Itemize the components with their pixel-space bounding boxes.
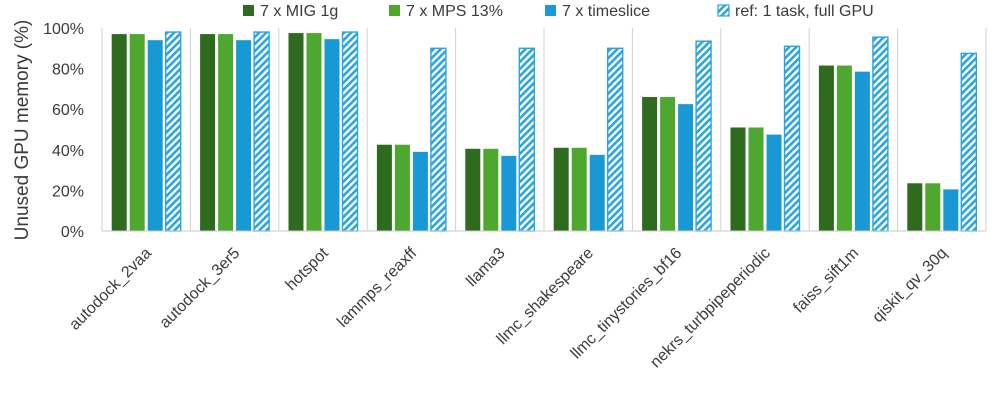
plot-area: 0% 20% 40% 60% 80% 100% autodock_2vaa autodock_… (43, 21, 987, 371)
y-tick-label: 100% (43, 21, 84, 38)
legend-label: 7 x MPS 13% (406, 3, 503, 20)
bar-ref-1-task-full-gpu-faiss-sift1m (872, 36, 889, 232)
x-tick-label: lammps_reaxff (334, 244, 420, 330)
legend-swatch-7-x-mps-13 (389, 5, 400, 16)
x-tick-label: autodock_3er5 (157, 245, 244, 332)
bar-7-x-mig-1g-autodock-2vaa (111, 34, 127, 232)
bar-ref-1-task-full-gpu-llmc-shakespeare (607, 47, 624, 232)
legend-label: 7 x MIG 1g (260, 3, 338, 20)
bar-7-x-mps-13-autodock-3er5 (218, 34, 234, 232)
bar-7-x-mig-1g-llmc-shakespeare (553, 147, 569, 231)
y-tick-label: 20% (52, 183, 84, 200)
bar-7-x-timeslice-llmc-tinystories-bf16 (678, 104, 694, 231)
bar-7-x-mps-13-lammps-reaxff (394, 144, 410, 231)
legend-swatch-7-x-mig-1g (243, 5, 254, 16)
bar-7-x-mig-1g-hotspot (288, 33, 304, 232)
bar-7-x-timeslice-llmc-shakespeare (589, 154, 605, 231)
legend-label: ref: 1 task, full GPU (735, 3, 874, 20)
bar-7-x-mig-1g-faiss-sift1m (818, 65, 834, 232)
bar-7-x-mps-13-autodock-2vaa (129, 34, 145, 232)
y-tick-label: 80% (52, 62, 84, 79)
bar-7-x-mig-1g-llama3 (465, 148, 481, 231)
bar-7-x-timeslice-qiskit-qv-30q (943, 189, 959, 231)
bar-ref-1-task-full-gpu-lammps-reaxff (430, 47, 447, 232)
bar-ref-1-task-full-gpu-autodock-2vaa (164, 31, 182, 232)
bar-7-x-mig-1g-lammps-reaxff (376, 144, 392, 231)
bar-7-x-mps-13-nekrs-turbpipeperiodic (748, 127, 764, 231)
legend-label: 7 x timeslice (562, 3, 650, 20)
bar-7-x-timeslice-nekrs-turbpipeperiodic (766, 134, 782, 231)
bar-7-x-mps-13-llmc-tinystories-bf16 (660, 97, 676, 232)
bar-7-x-timeslice-faiss-sift1m (854, 71, 870, 232)
bar-ref-1-task-full-gpu-llmc-tinystories-bf16 (695, 40, 712, 232)
bar-7-x-timeslice-llama3 (501, 155, 517, 231)
bar-7-x-mig-1g-nekrs-turbpipeperiodic (730, 127, 746, 231)
bar-ref-1-task-full-gpu-autodock-3er5 (253, 31, 270, 232)
bar-ref-1-task-full-gpu-hotspot (341, 31, 359, 232)
x-tick-label: faiss_sift1m (790, 245, 862, 317)
y-tick-label: 40% (52, 143, 84, 160)
bar-7-x-timeslice-autodock-3er5 (236, 40, 252, 232)
x-tick-label: qiskit_qv_30q (869, 245, 950, 326)
bar-7-x-mig-1g-qiskit-qv-30q (907, 183, 923, 231)
legend-swatch-7-x-timeslice (545, 5, 556, 16)
y-axis-title: Unused GPU memory (%) (12, 20, 33, 241)
bar-ref-1-task-full-gpu-nekrs-turbpipeperiodic (783, 45, 801, 232)
legend-swatch-ref-1-task-full-gpu (717, 4, 730, 17)
bar-7-x-mig-1g-llmc-tinystories-bf16 (642, 97, 658, 232)
bar-7-x-timeslice-lammps-reaxff (412, 151, 428, 231)
bar-7-x-mps-13-qiskit-qv-30q (925, 183, 941, 231)
bar-7-x-mps-13-hotspot (306, 33, 322, 232)
bar-7-x-timeslice-autodock-2vaa (147, 40, 163, 232)
bar-7-x-mps-13-faiss-sift1m (836, 65, 852, 232)
y-tick-label: 60% (52, 102, 84, 119)
bar-ref-1-task-full-gpu-llama3 (518, 47, 535, 232)
x-tick-label: hotspot (283, 244, 333, 294)
legend: 7 x MIG 1g 7 x MPS 13% 7 x timeslice ref: 1… (243, 3, 874, 20)
bar-7-x-mps-13-llama3 (483, 148, 499, 231)
y-tick-label: 0% (61, 224, 84, 241)
x-tick-label: autodock_2vaa (66, 245, 155, 334)
bar-ref-1-task-full-gpu-qiskit-qv-30q (960, 52, 977, 232)
bar-7-x-timeslice-hotspot (324, 39, 340, 231)
x-tick-label: llmc_shakespeare (494, 245, 597, 348)
bar-7-x-mps-13-llmc-shakespeare (571, 147, 587, 231)
x-tick-label: llama3 (463, 245, 508, 290)
bar-7-x-mig-1g-autodock-3er5 (200, 34, 216, 232)
